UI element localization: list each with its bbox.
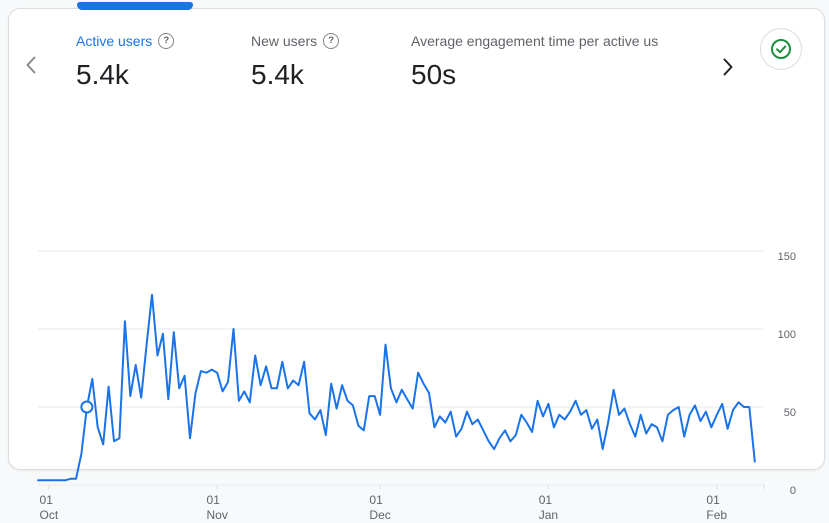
check-circle-icon	[771, 39, 791, 59]
carousel-prev-button[interactable]	[17, 51, 45, 79]
carousel-next-button[interactable]	[714, 53, 742, 81]
metric-active-users[interactable]: Active users ? 5.4k	[76, 31, 175, 92]
users-overview-card: Active users ? 5.4k New users ? 5.4k Ave…	[8, 8, 825, 522]
metric-value: 5.4k	[251, 59, 304, 90]
chart-point-marker[interactable]	[80, 400, 94, 414]
help-icon[interactable]: ?	[158, 33, 175, 49]
y-axis-label: 0	[789, 485, 796, 497]
help-icon[interactable]: ?	[323, 33, 340, 49]
metric-value: 5.4k	[76, 59, 129, 90]
x-axis-label: 01 Dec	[369, 493, 391, 522]
metric-label: New users	[251, 33, 318, 49]
metric-label: Average engagement time per active us	[411, 33, 659, 49]
chevron-left-icon	[26, 56, 36, 74]
metric-avg-engagement-time[interactable]: Average engagement time per active us 50…	[411, 31, 700, 92]
x-axis-label: 01 Nov	[206, 493, 228, 522]
y-axis-label: 100	[777, 329, 796, 341]
line-chart-canvas	[37, 250, 765, 489]
chart-line-active-users	[37, 293, 756, 482]
metric-label: Active users	[76, 33, 153, 49]
x-axis-label: 01 Oct	[39, 493, 59, 522]
x-axis-label: 01 Jan	[538, 493, 559, 522]
active-tab-indicator[interactable]	[77, 2, 193, 10]
analytics-overview-page: { "colors": { "accent_blue": "#1a73e8", …	[8, 2, 825, 522]
chevron-right-icon	[723, 58, 733, 76]
x-axis-label: 01 Feb	[706, 493, 728, 522]
metric-new-users[interactable]: New users ? 5.4k	[251, 31, 340, 92]
metric-value: 50s	[411, 59, 457, 90]
y-axis-label: 50	[783, 407, 796, 419]
y-axis-label: 150	[777, 251, 796, 263]
data-quality-badge[interactable]	[760, 28, 802, 70]
active-users-line-chart: 0 50 100 150 01 Oct 01 Nov 01 Dec 01 Jan 01 Feb	[9, 126, 824, 522]
